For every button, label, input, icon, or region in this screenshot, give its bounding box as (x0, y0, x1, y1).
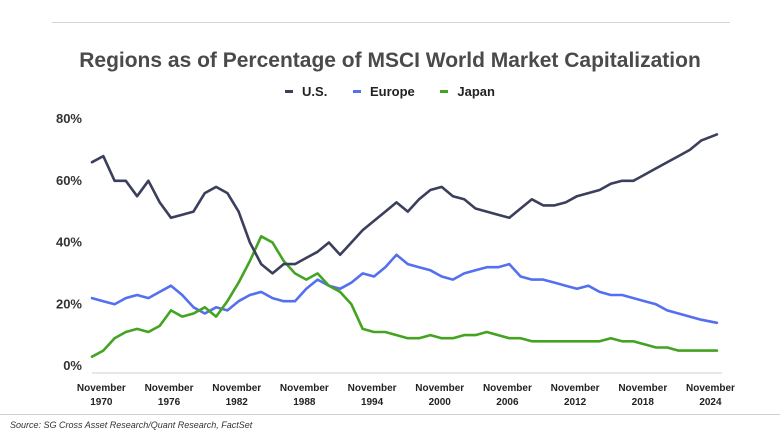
y-tick-label: 40% (56, 235, 82, 250)
legend-label-europe: Europe (369, 84, 415, 99)
y-tick-label: 60% (56, 173, 82, 188)
x-tick-year: 1976 (158, 397, 181, 408)
x-tick-label: November (212, 383, 261, 394)
legend-swatch-europe (352, 90, 361, 93)
top-divider (52, 22, 730, 23)
x-tick-year: 2012 (564, 397, 587, 408)
x-tick-label: November (551, 383, 600, 394)
x-tick-label: November (280, 383, 329, 394)
legend-label-japan: Japan (457, 84, 495, 99)
x-tick-year: 1982 (226, 397, 249, 408)
bottom-divider (0, 414, 780, 415)
legend-item-japan: Japan (440, 84, 495, 99)
y-tick-label: 0% (63, 358, 82, 373)
x-tick-year: 2006 (496, 397, 519, 408)
chart-title: Regions as of Percentage of MSCI World M… (79, 49, 701, 72)
series-line-europe (90, 253, 719, 325)
y-tick-label: 80% (56, 111, 82, 126)
x-tick-year: 1970 (90, 397, 113, 408)
y-tick-label: 20% (56, 296, 82, 311)
legend-item-us: U.S. (285, 84, 327, 99)
x-tick-year: 2000 (429, 397, 452, 408)
legend-item-europe: Europe (352, 84, 415, 99)
legend-swatch-japan (440, 90, 449, 93)
x-tick-label: November (618, 383, 667, 394)
x-tick-label: November (77, 383, 126, 394)
series-line-japan (90, 235, 719, 359)
x-tick-year: 1988 (293, 397, 316, 408)
legend: U.S. Europe Japan (0, 81, 780, 99)
x-tick-label: November (348, 383, 397, 394)
x-tick-label: November (145, 383, 194, 394)
x-tick-label: November (483, 383, 532, 394)
x-tick-label: November (686, 383, 735, 394)
x-tick-label: November (415, 383, 464, 394)
series-line-us (90, 133, 719, 275)
x-tick-year: 1994 (361, 397, 384, 408)
legend-swatch-us (285, 90, 294, 93)
source-note: Source: SG Cross Asset Research/Quant Re… (10, 420, 253, 430)
x-tick-year: 2018 (632, 397, 655, 408)
legend-label-us: U.S. (302, 84, 328, 99)
x-tick-year: 2024 (699, 397, 722, 408)
